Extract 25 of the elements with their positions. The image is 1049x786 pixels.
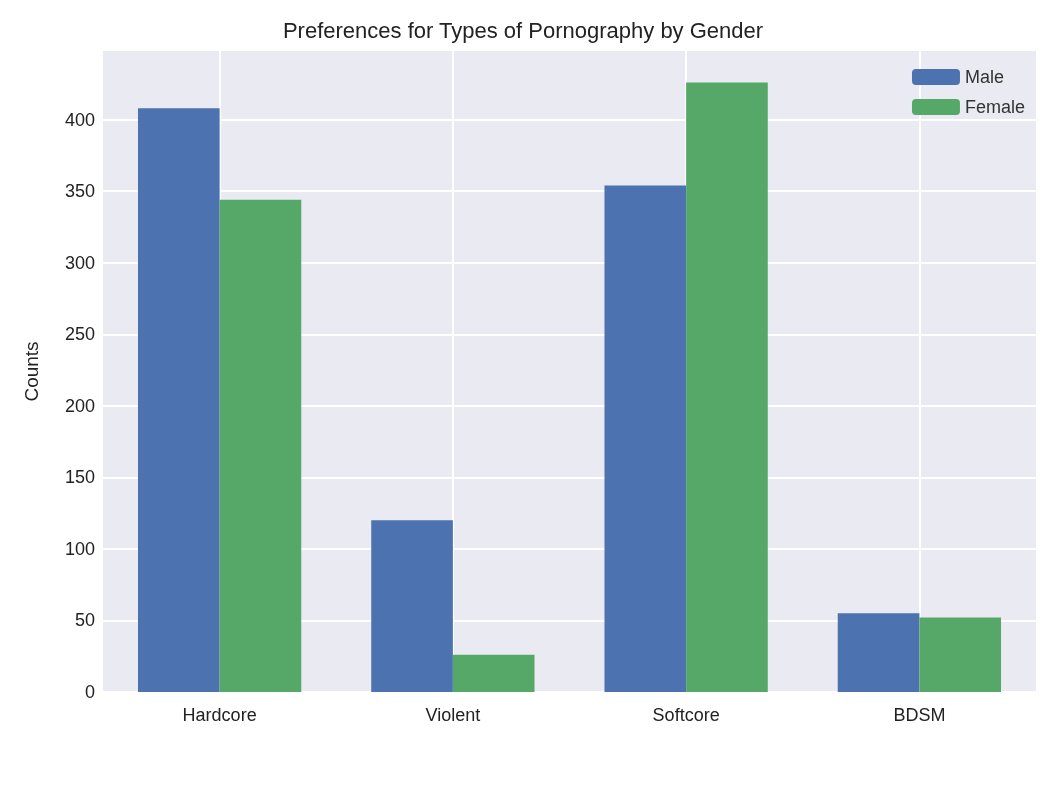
y-tick-label: 50 bbox=[74, 610, 95, 631]
bar bbox=[371, 520, 453, 692]
bar bbox=[604, 185, 687, 692]
y-tick-label: 400 bbox=[64, 109, 95, 130]
legend-label: Male bbox=[964, 67, 1004, 87]
bar bbox=[686, 82, 768, 692]
y-tick-label: 350 bbox=[64, 181, 95, 202]
bar bbox=[137, 108, 220, 692]
y-tick-label: 100 bbox=[64, 538, 95, 559]
bar bbox=[452, 654, 535, 692]
x-tick-label: BDSM bbox=[893, 705, 946, 725]
x-tick-label: Violent bbox=[425, 705, 481, 725]
y-tick-label: 300 bbox=[64, 252, 95, 273]
chart-title: Preferences for Types of Pornography by Gender bbox=[282, 17, 764, 43]
x-tick-label: Hardcore bbox=[182, 705, 257, 725]
y-axis-title: Counts bbox=[21, 341, 42, 402]
y-tick-label: 150 bbox=[64, 467, 95, 488]
y-tick-label: 0 bbox=[84, 682, 95, 702]
bar bbox=[837, 613, 920, 692]
x-tick-label: Softcore bbox=[652, 705, 720, 725]
y-tick-label: 250 bbox=[64, 324, 95, 345]
bar bbox=[919, 617, 1002, 692]
y-tick-label: 200 bbox=[64, 395, 95, 416]
bar bbox=[219, 199, 302, 692]
legend-label: Female bbox=[964, 97, 1026, 117]
